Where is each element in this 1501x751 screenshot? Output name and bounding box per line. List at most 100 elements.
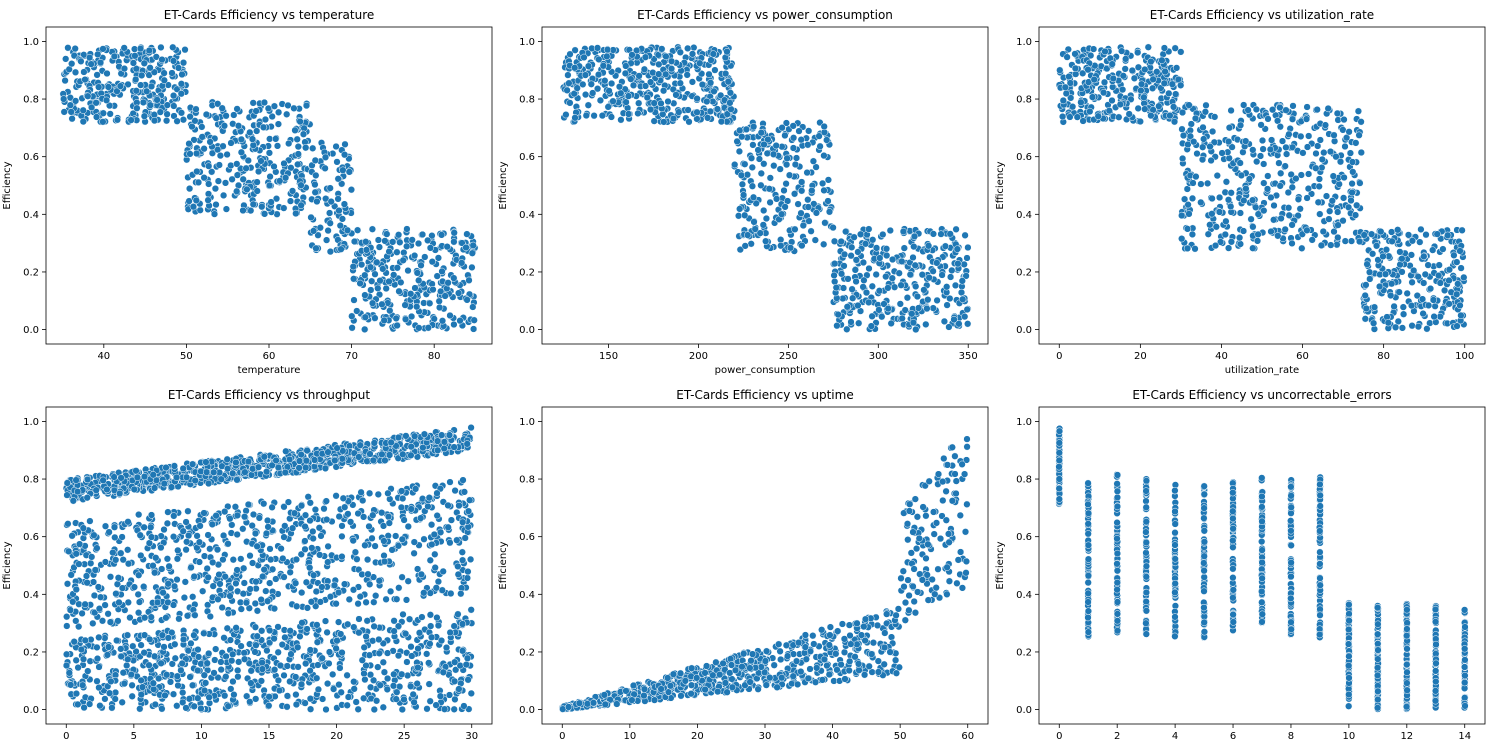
scatter-point [244,156,252,165]
scatter-point [1341,237,1349,245]
scatter-point [177,90,185,98]
scatter-point [229,556,237,564]
x-tick-label: 60 [1296,351,1309,362]
scatter-point [433,511,441,520]
scatter-point [1084,66,1092,74]
scatter-point [815,132,823,140]
scatter-point [603,52,611,61]
scatter-point [1349,168,1357,176]
scatter-point [346,518,355,526]
scatter-point [627,75,635,83]
scatter-point [164,580,172,588]
scatter-point [249,510,258,519]
scatter-point [348,312,356,320]
scatter-point [820,186,828,195]
scatter-point [224,540,232,548]
scatter-point [322,497,330,505]
scatter-point [1088,93,1097,101]
scatter-point [357,260,366,269]
scatter-point [83,494,91,502]
scatter-point [334,588,343,597]
scatter-point [253,127,261,135]
scatter-point [1303,103,1311,111]
scatter-point [1353,201,1361,209]
scatter-point [170,462,179,470]
scatter-point [67,571,75,579]
scatter-point [340,151,349,159]
y-tick-label: 0.8 [1016,95,1032,106]
scatter-point [1394,226,1402,234]
scatter-point [71,97,80,105]
scatter-point [1248,196,1257,204]
scatter-point [1294,195,1303,203]
scatter-point [265,181,274,190]
scatter-point [1362,281,1370,289]
scatter-point [150,116,159,125]
scatter-point [1197,180,1205,188]
scatter-point [1187,120,1195,128]
scatter-point [809,157,818,165]
scatter-point [1355,237,1364,246]
scatter-point [1335,180,1343,188]
scatter-point [840,250,849,259]
scatter-point [1178,108,1187,117]
scatter-point [253,542,261,550]
subplot-4: 0 5 10 15 20 25 300.00.20.40.60.81.0ET-Cards E… [2,388,493,742]
scatter-point [196,522,204,530]
scatter-point [443,243,451,251]
scatter-point [324,558,332,566]
scatter-point [131,52,139,60]
scatter-point [675,108,683,116]
scatter-point [764,135,772,144]
scatter-point [605,87,613,95]
scatter-point [855,319,863,327]
scatter-point [414,239,423,248]
scatter-point [182,518,190,526]
scatter-point [628,51,636,59]
scatter-point [283,110,291,118]
scatter-point [1137,80,1146,88]
scatter-point [1087,51,1095,60]
x-tick-label: 300 [869,351,888,362]
scatter-point [829,223,837,232]
scatter-point [90,531,98,539]
scatter-point [1240,196,1248,205]
scatter-point [688,78,697,86]
scatter-point [233,566,241,574]
scatter-point [174,546,182,555]
scatter-point [909,318,918,327]
scatter-point [727,105,735,113]
scatter-point [1324,104,1332,113]
scatter-point [309,534,317,543]
scatter-point [292,673,300,681]
scatter-point [1166,111,1174,120]
scatter-point [447,516,456,524]
scatter-point [1407,251,1416,259]
scatter-point [221,179,230,187]
scatter-point [1235,234,1244,242]
scatter-point [420,430,429,438]
scatter-point [438,267,446,276]
scatter-point [951,281,960,290]
scatter-point [1211,113,1219,121]
scatter-point [444,523,452,531]
scatter-point [1339,217,1347,225]
scatter-point [216,151,225,160]
scatter-point [72,585,80,594]
scatter-point [760,140,768,149]
scatter-point [1134,48,1142,57]
scatter-point [320,505,328,513]
scatter-point [1419,309,1427,318]
scatter-point [214,595,222,603]
scatter-point [1253,237,1262,245]
scatter-point [1178,211,1186,220]
scatter-point [237,605,245,613]
scatter-point [741,242,749,250]
scatter-point [705,70,713,78]
scatter-point [1366,275,1374,283]
scatter-point [1270,201,1278,210]
y-tick-label: 0.4 [1016,210,1032,221]
scatter-point [622,62,630,70]
scatter-point [1314,198,1322,206]
scatter-points [62,423,476,714]
